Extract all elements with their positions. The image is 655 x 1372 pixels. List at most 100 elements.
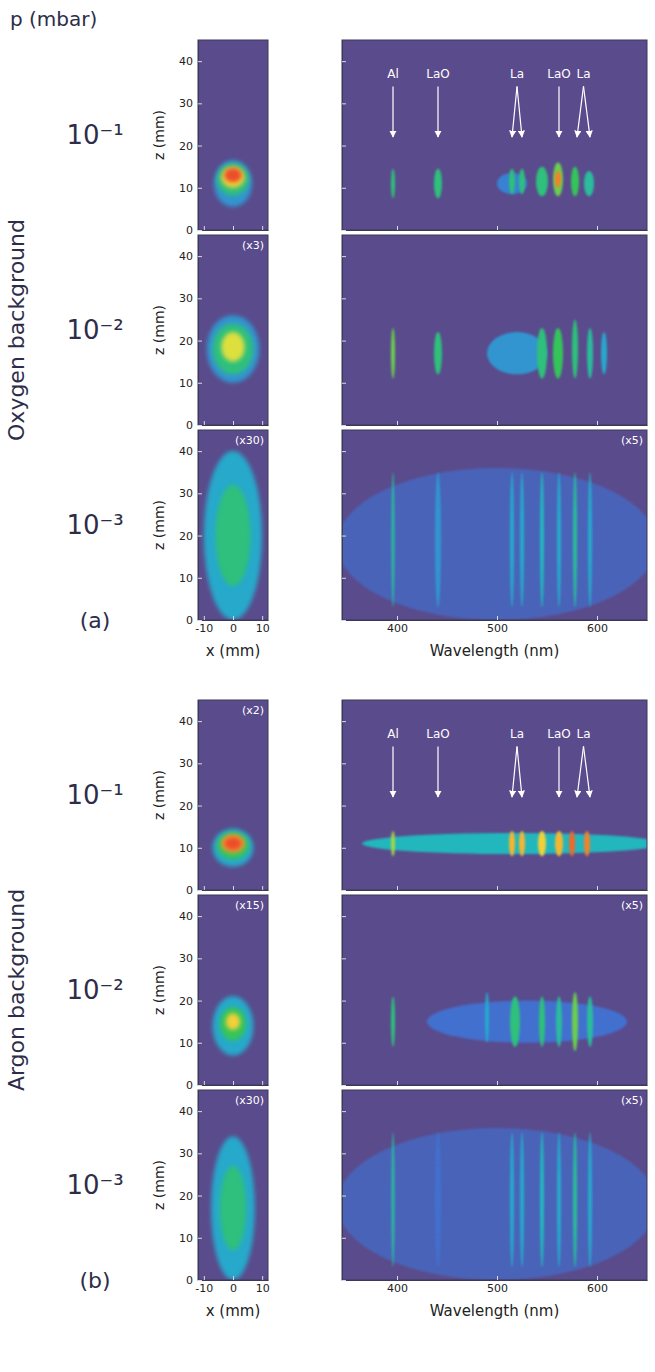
tick-label: 20 — [179, 140, 193, 153]
tick-mark — [342, 721, 346, 722]
tick: 0 — [186, 1274, 202, 1287]
plot-area — [204, 451, 262, 620]
tick — [342, 425, 346, 426]
tick-label: 20 — [179, 800, 193, 813]
tick-label: 30 — [179, 757, 193, 770]
tick — [397, 421, 398, 425]
tick-mark — [198, 1153, 202, 1154]
axis-line — [198, 896, 199, 1086]
plot-area — [214, 160, 252, 206]
tick-mark — [342, 1001, 346, 1002]
panel: 400500600Wavelength (nm)(x5) — [337, 430, 655, 660]
emission-region — [342, 468, 647, 620]
line-label: LaO — [547, 67, 570, 81]
tick-mark — [198, 256, 202, 257]
tick: 10 — [179, 572, 202, 585]
tick: 20 — [179, 995, 202, 1008]
emission-region — [204, 451, 262, 620]
plot-area — [211, 1136, 255, 1280]
tick — [342, 1085, 346, 1086]
tick-mark — [198, 298, 202, 299]
axis-line — [198, 41, 199, 231]
tick-mark — [198, 763, 202, 764]
emission-region — [588, 472, 592, 607]
y-axis: 010203040 — [179, 41, 202, 238]
tick — [342, 1280, 346, 1281]
line-arrow — [517, 86, 522, 137]
panel: 400500600Wavelength (nm)(x5) — [337, 1090, 655, 1320]
tick: 20 — [179, 140, 202, 153]
scale-factor: (x5) — [621, 434, 643, 447]
emission-region — [220, 1007, 246, 1041]
tick — [397, 226, 398, 230]
emission-region — [435, 472, 441, 607]
tick-mark — [198, 103, 202, 104]
tick-mark — [233, 226, 234, 230]
emission-region — [391, 169, 395, 199]
panel: -10010010203040z (mm)x (mm)(x30) — [151, 430, 270, 660]
emission-region — [557, 472, 561, 607]
tick-mark — [262, 226, 263, 230]
emission-region — [213, 996, 254, 1055]
panel: (x5) — [342, 895, 648, 1086]
emission-region — [226, 1013, 241, 1030]
tick-mark — [397, 886, 398, 890]
tick-label: 400 — [387, 622, 408, 635]
tick-label: 10 — [179, 182, 193, 195]
tick-mark — [342, 383, 346, 384]
panel-frame — [198, 1090, 268, 1280]
tick-mark — [497, 1081, 498, 1085]
emission-region — [587, 996, 593, 1047]
x-axis-title: x (mm) — [206, 642, 261, 660]
panel-background — [342, 700, 647, 890]
y-axis — [342, 701, 346, 891]
tick-label: 10 — [179, 377, 193, 390]
tick-label: 0 — [230, 1282, 237, 1295]
line-label: LaO — [547, 727, 570, 741]
emission-region — [519, 169, 525, 194]
emission-region — [217, 832, 249, 859]
tick-label: 10 — [179, 842, 193, 855]
tick — [342, 958, 346, 959]
y-axis: 010203040 — [179, 896, 202, 1093]
line-label: La — [576, 727, 590, 741]
tick — [342, 1153, 346, 1154]
plot-area — [391, 319, 607, 378]
tick — [204, 1081, 205, 1085]
tick-label: 500 — [487, 1282, 508, 1295]
tick — [342, 806, 346, 807]
pressure: 10⁻² — [66, 975, 123, 1005]
emission-region — [540, 1132, 544, 1267]
line-arrow — [437, 746, 438, 797]
tick-mark — [342, 61, 346, 62]
tick — [262, 226, 263, 230]
tick-label: 0 — [186, 419, 193, 432]
tick — [497, 1081, 498, 1085]
emission-region — [391, 996, 395, 1047]
tick-mark — [597, 226, 598, 230]
emission-region — [221, 167, 244, 188]
emission-region — [601, 332, 607, 374]
panel: -10010010203040z (mm)x (mm)(x30) — [151, 1090, 270, 1320]
tick-mark — [204, 886, 205, 890]
tick-label: 40 — [179, 445, 193, 458]
emission-region — [584, 831, 590, 856]
line-arrow — [512, 86, 517, 137]
emission-region — [572, 992, 578, 1051]
tick — [342, 256, 346, 257]
tick-mark — [233, 616, 234, 620]
tick: 10 — [256, 1276, 270, 1295]
y-axis-title: z (mm) — [151, 500, 167, 550]
tick: 400 — [387, 1276, 408, 1295]
tick — [342, 1196, 346, 1197]
x-axis: -10010 — [195, 616, 269, 635]
tick-mark — [342, 890, 346, 891]
emission-region — [587, 328, 593, 379]
tick-mark — [497, 226, 498, 230]
tick: 600 — [587, 1276, 608, 1295]
tick: 40 — [179, 910, 202, 923]
line-label: LaO — [426, 727, 449, 741]
tick: 10 — [179, 377, 202, 390]
x-axis — [343, 226, 648, 231]
tick — [233, 226, 234, 230]
